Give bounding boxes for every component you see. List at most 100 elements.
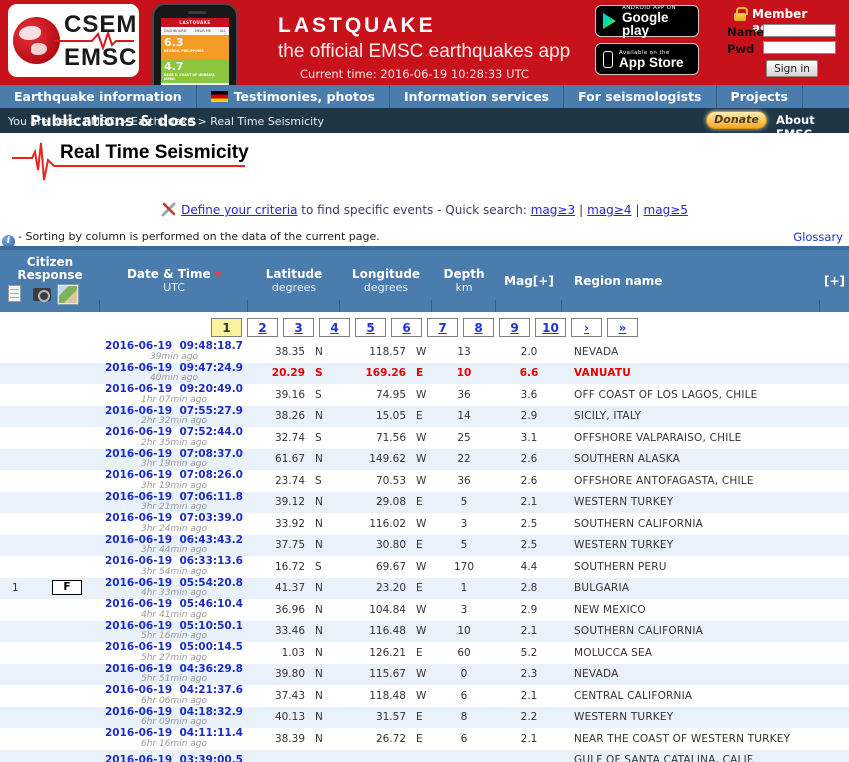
header-expand[interactable]: [+] [823,273,846,288]
event-date-link[interactable]: 2016-06-19 03:39:00.5 [104,753,243,762]
report-document-icon[interactable] [8,285,21,302]
latitude-direction: N [315,517,323,530]
map-icon[interactable] [57,284,79,305]
pagination-current-page[interactable]: 1 [211,318,242,337]
separator: | [579,203,584,217]
depth-cell: 5 [460,539,468,552]
region-cell[interactable]: SOUTHERN PERU [574,560,667,573]
header-latitude[interactable]: Latitude degrees [248,250,340,312]
citizen-response-cell [0,427,100,449]
nav-item-for-seismologists[interactable]: For seismologists [564,85,717,108]
header-longitude[interactable]: Longitude degrees [340,250,432,312]
nav-item-testimonies-photos[interactable]: Testimonies, photos [197,85,390,108]
app-store-line1: Available on the [619,49,670,56]
region-cell[interactable]: SOUTHERN ALASKA [574,453,681,466]
longitude-value: 116.48 [369,625,406,638]
latitude-direction: N [315,345,323,358]
pagination-page-link[interactable]: 5 [355,318,386,337]
event-date-link[interactable]: 2016-06-19 04:11:11.4 [104,727,243,740]
event-date-link[interactable]: 2016-06-19 07:52:44.0 [104,426,243,439]
header-magnitude[interactable]: Mag[+] [496,250,562,312]
event-date-link[interactable]: 2016-06-19 05:00:14.5 [104,641,243,654]
glossary-link[interactable]: Glossary [793,230,843,244]
region-cell[interactable]: NEVADA [574,345,619,358]
region-cell[interactable]: NEVADA [574,668,619,681]
pagination-page-link[interactable]: 4 [319,318,350,337]
pagination-page-link[interactable]: 8 [463,318,494,337]
event-date-link[interactable]: 2016-06-19 04:36:29.8 [104,662,243,675]
pagination-page-link[interactable]: 3 [283,318,314,337]
header-depth[interactable]: Depth km [432,250,496,312]
felt-report-button[interactable]: F [52,580,82,595]
longitude-value: 149.62 [369,453,406,466]
pagination-page-link[interactable]: › [571,318,602,337]
region-cell[interactable]: MOLUCCA SEA [574,646,653,659]
region-cell[interactable]: SICILY, ITALY [574,410,642,423]
event-date-link[interactable]: 2016-06-19 06:33:13.6 [104,555,243,568]
depth-cell: 6 [460,732,468,745]
region-cell[interactable]: VANUATU [574,367,631,380]
pagination-page-link[interactable]: 2 [247,318,278,337]
event-date-link[interactable]: 2016-06-19 07:08:26.0 [104,469,243,482]
event-date-link[interactable]: 2016-06-19 05:54:20.8 [104,576,243,589]
event-date-link[interactable]: 2016-06-19 05:10:50.1 [104,619,243,632]
region-cell[interactable]: OFFSHORE VALPARAISO, CHILE [574,431,742,444]
google-play-badge[interactable]: ANDROID APP ON Google play [595,5,699,37]
event-date-link[interactable]: 2016-06-19 09:48:18.7 [104,340,243,353]
date-time-cell: 2016-06-19 07:06:11.8 3hr 21min ago [100,490,248,513]
define-criteria-link[interactable]: Define your criteria [181,203,298,217]
region-cell[interactable]: SOUTHERN CALIFORNIA [574,517,704,530]
pagination-page-link[interactable]: » [607,318,638,337]
header-date-time[interactable]: Date & Time ▼ UTC [100,250,248,312]
region-cell[interactable]: OFF COAST OF LOS LAGOS, CHILE [574,388,758,401]
latitude-cell: 39.12 N [248,496,340,508]
region-cell[interactable]: NEW MEXICO [574,603,646,616]
camera-icon[interactable] [33,288,51,302]
region-cell[interactable]: WESTERN TURKEY [574,711,674,724]
pagination-page-link[interactable]: 7 [427,318,458,337]
emsc-logo[interactable]: CSEM EMSC [8,4,139,77]
latitude-cell: 39.80 N [248,668,340,680]
pagination-page-link[interactable]: 10 [535,318,566,337]
header-region-name[interactable]: Region name [562,250,820,312]
nav-item-publications-docs[interactable]: Publications & docs [30,112,197,130]
pagination-page-link[interactable]: 6 [391,318,422,337]
pwd-field[interactable] [763,41,836,54]
event-date-link[interactable]: 2016-06-19 04:18:32.9 [104,705,243,718]
date-time-cell: 2016-06-19 04:21:37.6 6hr 06min ago [100,685,248,706]
region-cell[interactable]: OFFSHORE ANTOFAGASTA, CHILE [574,474,754,487]
event-date-link[interactable]: 2016-06-19 09:20:49.0 [104,383,243,396]
event-date-link[interactable]: 2016-06-19 06:43:43.2 [104,533,243,546]
region-cell[interactable]: SOUTHERN CALIFORNIA [574,625,704,638]
region-cell[interactable]: WESTERN TURKEY [574,496,674,509]
event-date-link[interactable]: 2016-06-19 07:08:37.0 [104,447,243,460]
citizen-response-cell [0,664,100,686]
region-cell[interactable]: BULGARIA [574,582,630,595]
citizen-response-cell [0,556,100,578]
region-cell[interactable]: GULF OF SANTA CATALINA, CALIF. [574,754,755,762]
event-date-link[interactable]: 2016-06-19 09:47:24.9 [104,361,243,374]
sign-in-button[interactable]: Sign in [766,60,818,77]
event-date-link[interactable]: 2016-06-19 07:06:11.8 [104,490,243,503]
app-store-badge[interactable]: Available on the App Store [595,43,699,75]
region-cell[interactable]: NEAR THE COAST OF WESTERN TURKEY [574,732,791,745]
event-date-link[interactable]: 2016-06-19 07:55:27.9 [104,404,243,417]
region-cell[interactable]: WESTERN TURKEY [574,539,674,552]
about-emsc-link[interactable]: About EMSC [776,113,815,141]
quick-search-magge5[interactable]: mag≥5 [643,203,688,217]
pagination-page-link[interactable]: 9 [499,318,530,337]
event-date-link[interactable]: 2016-06-19 04:21:37.6 [104,684,243,697]
longitude-value: 70.53 [375,474,406,487]
event-date-link[interactable]: 2016-06-19 07:03:39.0 [104,512,243,525]
longitude-cell: 74.95 W [340,389,432,401]
quick-search-magge3[interactable]: mag≥3 [530,203,576,217]
quick-search-magge4[interactable]: mag≥4 [587,203,632,217]
event-date-link[interactable]: 2016-06-19 05:46:10.4 [104,598,243,611]
latitude-cell: 23.74 S [248,475,340,487]
name-field[interactable] [763,24,836,37]
nav-item-projects[interactable]: Projects [717,85,804,108]
nav-item-information-services[interactable]: Information services [390,85,565,108]
nav-item-earthquake-information[interactable]: Earthquake information [0,85,197,108]
region-cell[interactable]: CENTRAL CALIFORNIA [574,689,693,702]
donate-button[interactable]: Donate [706,111,767,129]
